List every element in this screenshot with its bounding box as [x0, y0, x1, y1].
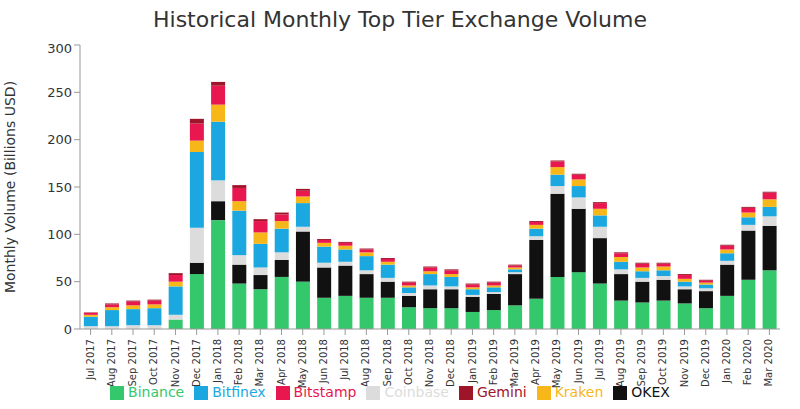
svg-text:Mar 2020: Mar 2020 — [763, 339, 774, 387]
html-text:Binance: Binance — [128, 384, 185, 400]
svg-text:Jun 2018: Jun 2018 — [318, 339, 329, 384]
svg-text:Jul 2017: Jul 2017 — [85, 339, 96, 381]
svg-text:Feb 2019: Feb 2019 — [488, 339, 499, 385]
svg-text:Apr 2018: Apr 2018 — [276, 339, 287, 385]
svg-text:Jan 2020: Jan 2020 — [721, 339, 732, 384]
svg-text:Jun 2019: Jun 2019 — [573, 339, 584, 384]
svg-text:Aug 2017: Aug 2017 — [106, 339, 117, 387]
svg-text:Jul 2018: Jul 2018 — [339, 339, 350, 381]
svg-text:50: 50 — [55, 274, 72, 289]
svg-text:Mar 2018: Mar 2018 — [254, 339, 265, 387]
svg-text:Nov 2019: Nov 2019 — [679, 339, 690, 387]
svg-text:Dec 2019: Dec 2019 — [700, 339, 711, 387]
html-text:Kraken: Kraken — [554, 384, 604, 400]
svg-text:Monthly Volume (Billions USD): Monthly Volume (Billions USD) — [8, 81, 18, 293]
svg-text:Nov 2017: Nov 2017 — [170, 339, 181, 387]
svg-text:Feb 2020: Feb 2020 — [742, 339, 753, 385]
html-text:Coinbase: Coinbase — [384, 384, 449, 400]
svg-text:May 2019: May 2019 — [551, 339, 562, 388]
svg-text:Dec 2017: Dec 2017 — [191, 339, 202, 387]
svg-text:Mar 2019: Mar 2019 — [509, 339, 520, 387]
html-text:OKEX: OKEX — [631, 384, 670, 400]
html-text:Gemini: Gemini — [476, 384, 527, 400]
svg-text:Dec 2018: Dec 2018 — [445, 339, 456, 387]
svg-text:Nov 2018: Nov 2018 — [424, 339, 435, 387]
svg-text:0: 0 — [64, 322, 72, 337]
svg-text:Aug 2019: Aug 2019 — [615, 339, 626, 387]
html-text:Bitfinex: Bitfinex — [212, 384, 266, 400]
svg-text:May 2018: May 2018 — [297, 339, 308, 388]
svg-text:Jul 2019: Jul 2019 — [594, 339, 605, 381]
svg-text:100: 100 — [47, 227, 72, 242]
svg-text:Jan 2019: Jan 2019 — [467, 339, 478, 384]
svg-text:Sep 2019: Sep 2019 — [636, 339, 647, 386]
svg-text:150: 150 — [47, 180, 72, 195]
svg-text:Sep 2018: Sep 2018 — [382, 339, 393, 386]
svg-text:200: 200 — [47, 132, 72, 147]
html-text:Bitstamp: Bitstamp — [293, 384, 357, 400]
svg-text:Aug 2018: Aug 2018 — [360, 339, 371, 387]
svg-text:Oct 2017: Oct 2017 — [148, 339, 159, 385]
svg-text:Sep 2017: Sep 2017 — [127, 339, 138, 386]
svg-text:250: 250 — [47, 85, 72, 100]
svg-text:300: 300 — [47, 41, 72, 56]
html-text:Historical Monthly Top Tier Ex: Historical Monthly Top Tier Exchange Vol… — [153, 7, 647, 32]
svg-text:Apr 2019: Apr 2019 — [530, 339, 541, 385]
svg-text:Oct 2018: Oct 2018 — [403, 339, 414, 385]
svg-text:Jan 2018: Jan 2018 — [212, 339, 223, 384]
svg-text:Feb 2018: Feb 2018 — [233, 339, 244, 385]
svg-text:Oct 2019: Oct 2019 — [657, 339, 668, 385]
